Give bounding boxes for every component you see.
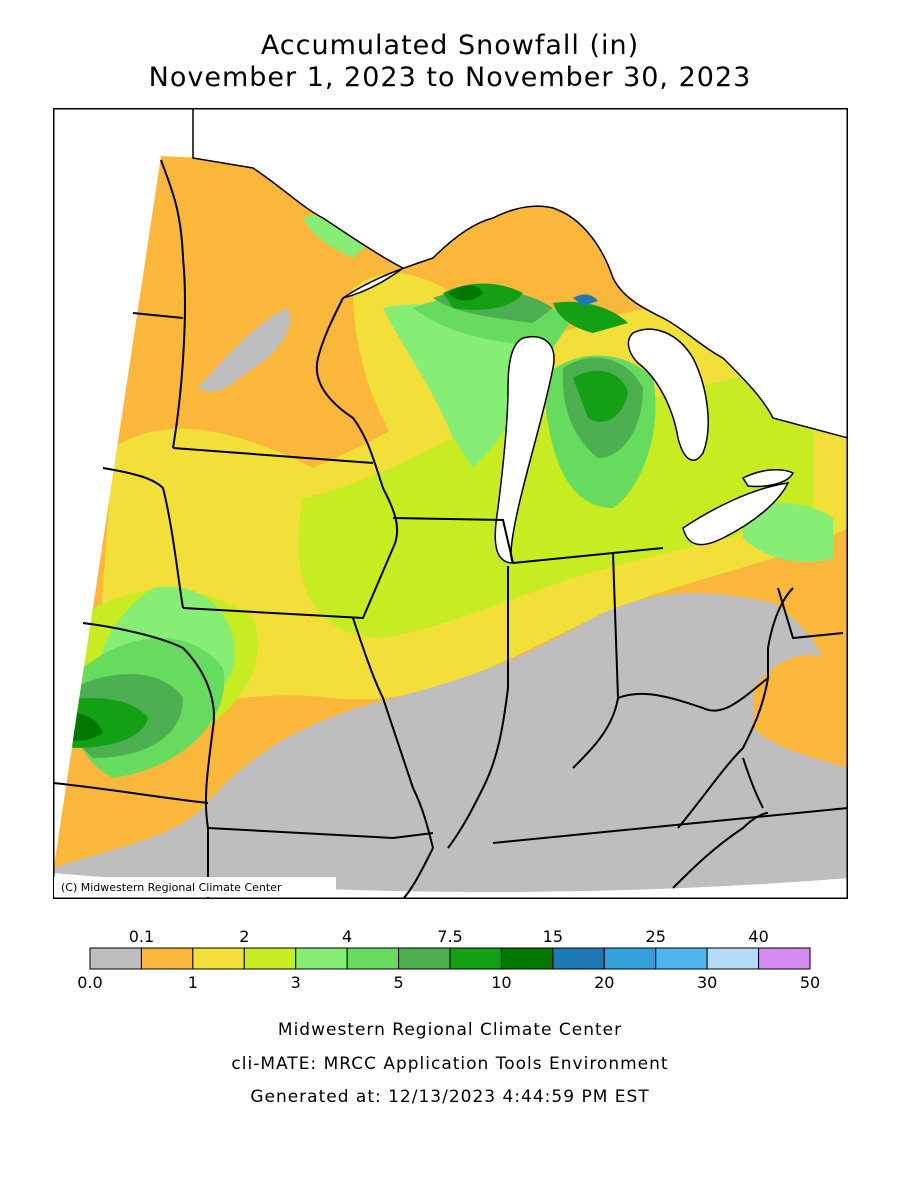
copyright-box [54, 877, 336, 897]
legend-swatch [655, 947, 708, 970]
legend-top-label: 0.1 [129, 927, 154, 946]
legend-swatch [706, 947, 760, 970]
legend-bottom-label: 0.0 [77, 973, 102, 992]
legend-bottom-label: 1 [188, 973, 198, 992]
footer-generated: Generated at: 12/13/2023 4:44:59 PM EST [250, 1087, 650, 1107]
legend-top-labels: 0.1 2 4 7.5 15 25 40 [129, 927, 769, 946]
legend-color-bar [89, 947, 811, 970]
legend-swatch [192, 947, 245, 970]
legend-swatch [500, 947, 554, 970]
legend-bottom-label: 30 [697, 973, 717, 992]
legend-top-label: 15 [543, 927, 563, 946]
legend-bottom-label: 10 [491, 973, 511, 992]
legend-swatch [295, 947, 348, 970]
legend-swatch [346, 947, 400, 970]
legend-swatch [89, 947, 142, 970]
legend-top-label: 40 [748, 927, 768, 946]
snowfall-map: (C) Midwestern Regional Climate Center [53, 108, 848, 899]
legend-bottom-label: 5 [393, 973, 403, 992]
map-title: Accumulated Snowfall (in) [260, 30, 640, 61]
legend-top-label: 2 [239, 927, 249, 946]
legend-swatch [449, 947, 502, 970]
legend-top-label: 4 [342, 927, 352, 946]
legend-swatch [243, 947, 297, 970]
legend-bottom-label: 50 [800, 973, 820, 992]
legend-bottom-labels: 0.0 1 3 5 10 20 30 50 [77, 973, 820, 992]
map-frame [53, 108, 848, 899]
legend-bottom-label: 3 [291, 973, 301, 992]
legend-swatch [552, 947, 605, 970]
footer-org: Midwestern Regional Climate Center [277, 1020, 623, 1040]
footer-tool: cli-MATE: MRCC Application Tools Environ… [231, 1054, 669, 1074]
legend-top-label: 25 [646, 927, 666, 946]
legend-top-label: 7.5 [437, 927, 462, 946]
great-lakes [192, 108, 848, 564]
legend-bottom-label: 20 [594, 973, 614, 992]
legend-swatch [603, 947, 657, 970]
color-legend: 0.1 2 4 7.5 15 25 40 0.0 1 3 5 10 20 30 50 [77, 927, 820, 992]
legend-swatch [398, 947, 451, 970]
legend-swatch [758, 947, 811, 970]
copyright-text: (C) Midwestern Regional Climate Center [61, 881, 282, 894]
legend-swatch [140, 947, 194, 970]
state-borders [53, 159, 848, 899]
map-date-range: November 1, 2023 to November 30, 2023 [148, 62, 752, 93]
